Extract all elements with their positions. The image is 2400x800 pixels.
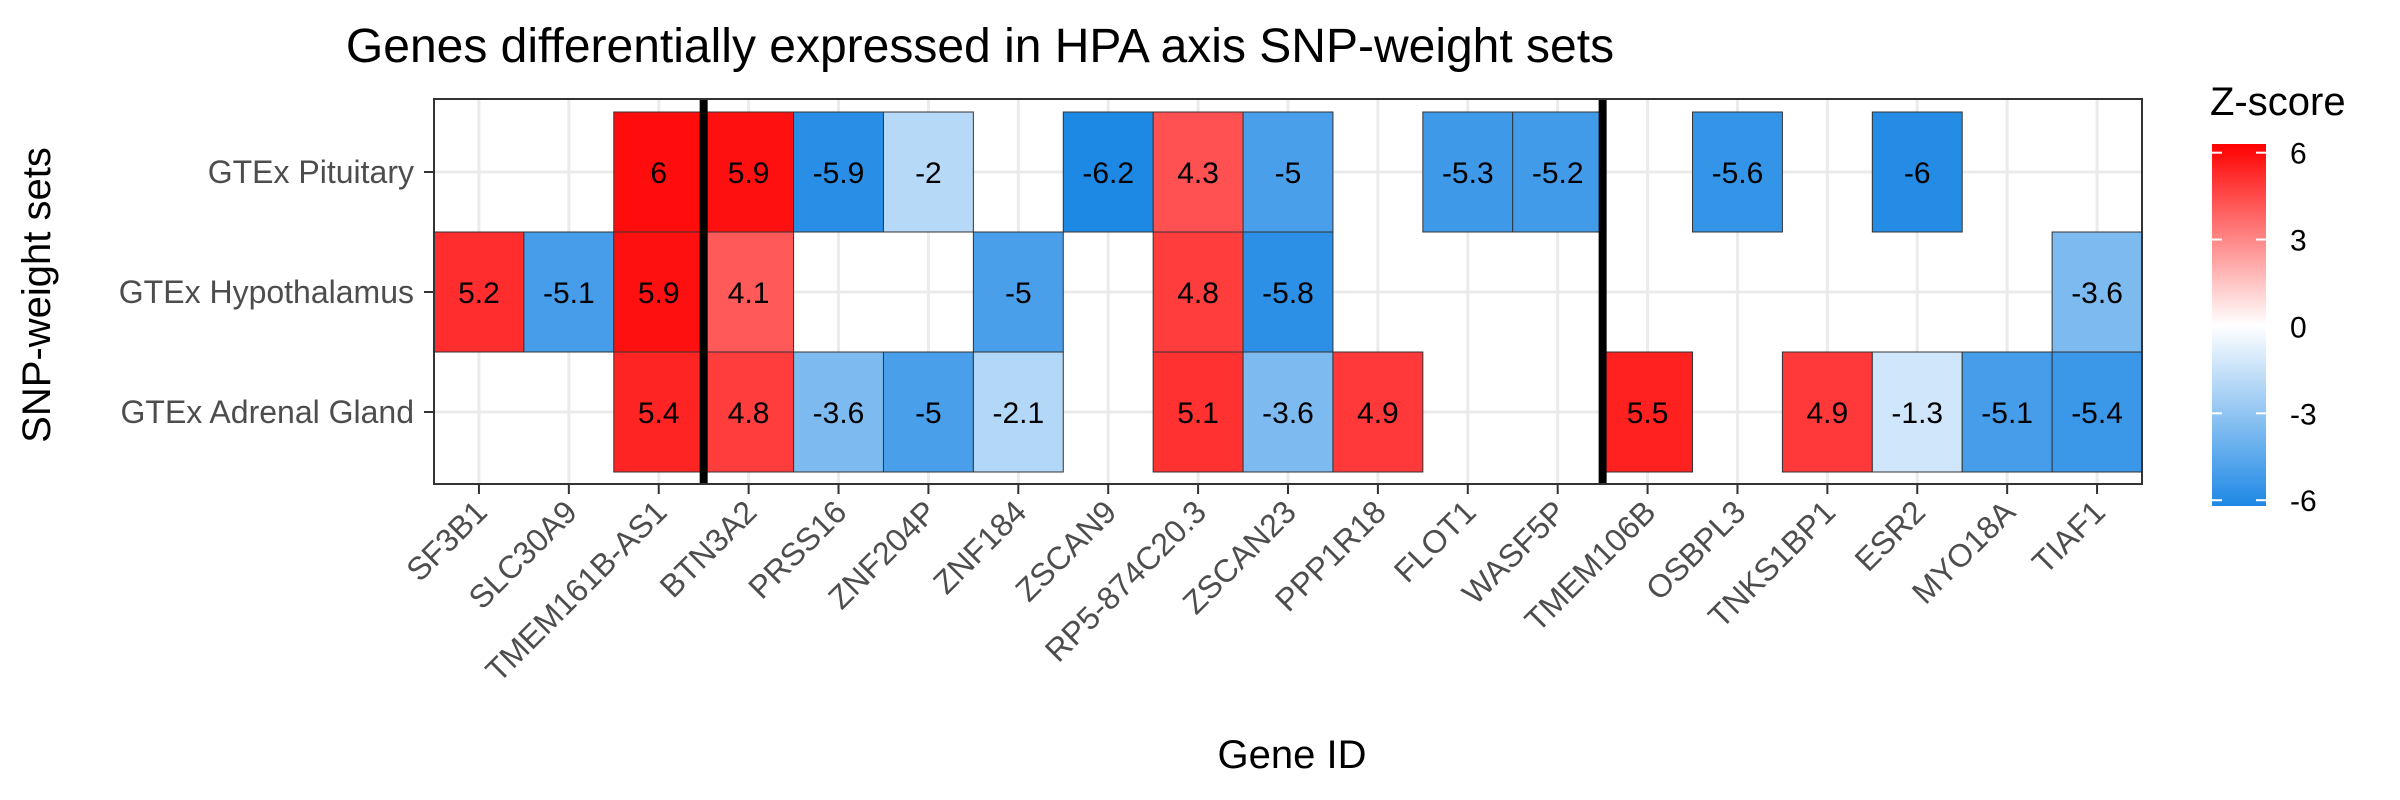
heatmap-cell (972, 351, 1064, 473)
cell-label: 4.8 (1177, 277, 1219, 310)
cell-label: 5.9 (728, 157, 770, 190)
cell-label: -6.2 (1082, 157, 1134, 190)
cell-label: -5.1 (543, 277, 595, 310)
cell-label: -3.6 (2071, 277, 2123, 310)
cell-label: -5.4 (2071, 397, 2123, 430)
heatmap-cell (882, 351, 974, 473)
heatmap-cell (613, 111, 705, 233)
legend-tick-label: 6 (2290, 138, 2307, 171)
cell-label: -1.3 (1891, 397, 1943, 430)
y-tick-label: GTEx Adrenal Gland (121, 394, 414, 430)
heatmap-cell (1242, 351, 1334, 473)
heatmap-cell (1512, 111, 1604, 233)
cell-label: -3.6 (813, 397, 865, 430)
cell-label: 4.3 (1177, 157, 1219, 190)
heatmap-cell (1242, 111, 1334, 233)
heatmap-cell (1871, 351, 1963, 473)
heatmap-cell (972, 231, 1064, 353)
cell-label: -2 (915, 157, 942, 190)
y-tick-label: GTEx Pituitary (208, 154, 414, 190)
x-tick-label: BTN3A2 (653, 493, 764, 604)
heatmap-cell (2051, 351, 2143, 473)
chart-title: Genes differentially expressed in HPA ax… (346, 20, 1614, 73)
legend-tick-label: 3 (2290, 225, 2307, 258)
legend-tick-label: -6 (2290, 485, 2317, 518)
heatmap-cell (1152, 111, 1244, 233)
heatmap-cell (613, 351, 705, 473)
heatmap-cell (613, 231, 705, 353)
legend-title: Z-score (2210, 80, 2346, 124)
heatmap-cell (703, 111, 795, 233)
cell-label: -3.6 (1262, 397, 1314, 430)
heatmap-cell (703, 351, 795, 473)
cell-label: 5.2 (458, 277, 500, 310)
cell-label: 4.9 (1807, 397, 1849, 430)
cell-label: -5.2 (1532, 157, 1584, 190)
cell-label: -5.6 (1712, 157, 1764, 190)
y-tick-label: GTEx Hypothalamus (119, 274, 414, 310)
cell-label: 4.1 (728, 277, 770, 310)
cell-label: -5.1 (1981, 397, 2033, 430)
cell-label: 5.1 (1177, 397, 1219, 430)
heatmap-cell (1871, 111, 1963, 233)
heatmap-cell (1152, 231, 1244, 353)
legend-ticks: 6 3 0 -3 -6 (2212, 138, 2317, 518)
heatmap-cell (1602, 351, 1694, 473)
heatmap-cell (882, 111, 974, 233)
heatmap-cell (1332, 351, 1424, 473)
heatmap-cell (433, 231, 525, 353)
cell-label: 4.8 (728, 397, 770, 430)
cell-label: -5 (1275, 157, 1302, 190)
heatmap-cell (1692, 111, 1783, 233)
plot-area: 6 5.9 -5.9 -2 -6.2 4.3 -5 -5.3 -5.2 -5.6 -6 5.2 -5.1… (119, 98, 2143, 689)
cell-label: 6 (650, 157, 667, 190)
x-tick-label: TIAF1 (2025, 493, 2112, 580)
x-tick-label: RP5-874C20.3 (1038, 493, 1213, 668)
cell-label: 5.4 (638, 397, 680, 430)
cell-label: -5.9 (813, 157, 865, 190)
cell-label: 5.5 (1627, 397, 1669, 430)
legend-colorbar (2212, 144, 2266, 506)
heatmap-cell (703, 231, 795, 353)
heatmap-cell (1062, 111, 1154, 233)
cell-label: 5.9 (638, 277, 680, 310)
cell-label: 4.9 (1357, 397, 1399, 430)
x-axis-title: Gene ID (1218, 733, 1367, 777)
heatmap-cell (2051, 231, 2143, 353)
cell-label: -5 (915, 397, 942, 430)
y-axis-title: SNP-weight sets (15, 147, 59, 443)
x-tick-label: ESR2 (1848, 493, 1933, 578)
legend-tick-label: 0 (2290, 311, 2307, 344)
cell-label: -6 (1904, 157, 1931, 190)
heatmap-cell (1422, 111, 1514, 233)
cell-label: -2.1 (992, 397, 1044, 430)
cell-label: -5.8 (1262, 277, 1314, 310)
heatmap-cell (523, 231, 615, 353)
heatmap-cell (793, 111, 884, 233)
legend-tick-label: -3 (2290, 398, 2317, 431)
heatmap-cell (1781, 351, 1873, 473)
legend: Z-score 6 3 0 -3 -6 (2210, 80, 2346, 518)
cell-label: -5.3 (1442, 157, 1494, 190)
cell-label: -5 (1005, 277, 1032, 310)
